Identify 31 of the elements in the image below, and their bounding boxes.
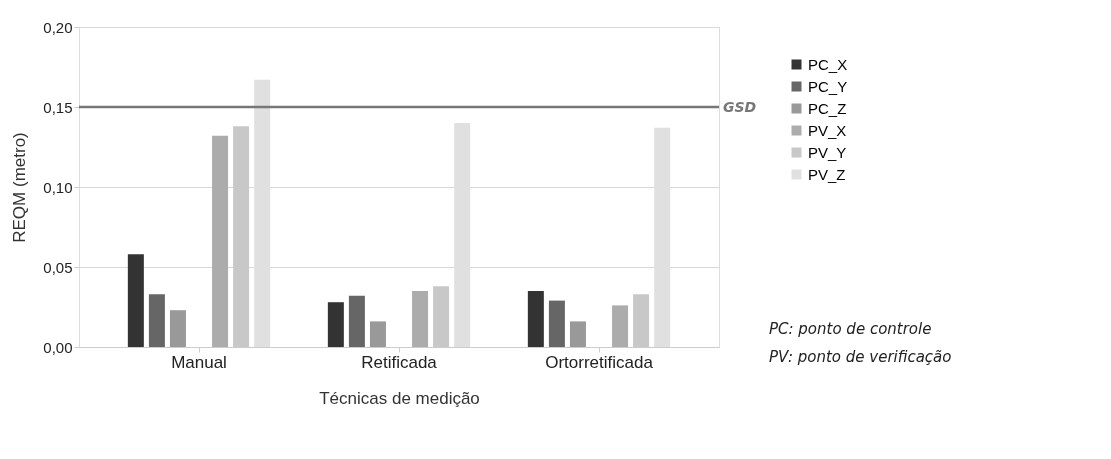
ref-line-label: GSD [723,99,757,115]
bar [348,295,365,347]
bar [327,302,344,347]
bar [569,321,586,347]
legend-label: PC_Y [808,77,848,95]
y-tick-label: 0,10 [43,178,73,196]
y-tick-label: 0,00 [43,338,73,356]
bar [127,254,144,347]
bar [369,321,386,347]
y-tick-label: 0,15 [43,98,73,116]
x-axis-title: Técnicas de medição [319,388,480,408]
x-tick-label: Manual [171,352,227,372]
bar [148,294,165,347]
bar [169,310,186,347]
y-axis-title: REQM (metro) [10,132,30,243]
text: PC: ponto de controle [769,320,932,338]
legend-label: PV_Z [808,165,846,183]
legend-label: PC_X [808,55,848,73]
y-tick-label: 0,05 [43,258,73,276]
legend-label: PV_X [808,121,847,139]
bar [527,291,544,347]
x-tick-label: Ortorretificada [545,352,654,372]
legend-label: PV_Y [808,143,847,161]
x-tick-label: Retificada [361,352,438,372]
bar [612,305,629,347]
y-tick-label: 0,20 [43,18,73,36]
bar [412,291,429,347]
legend-label: PC_Z [808,99,847,117]
bar [212,135,229,347]
text: PV: ponto de verificação [769,348,952,366]
bar [548,300,565,347]
